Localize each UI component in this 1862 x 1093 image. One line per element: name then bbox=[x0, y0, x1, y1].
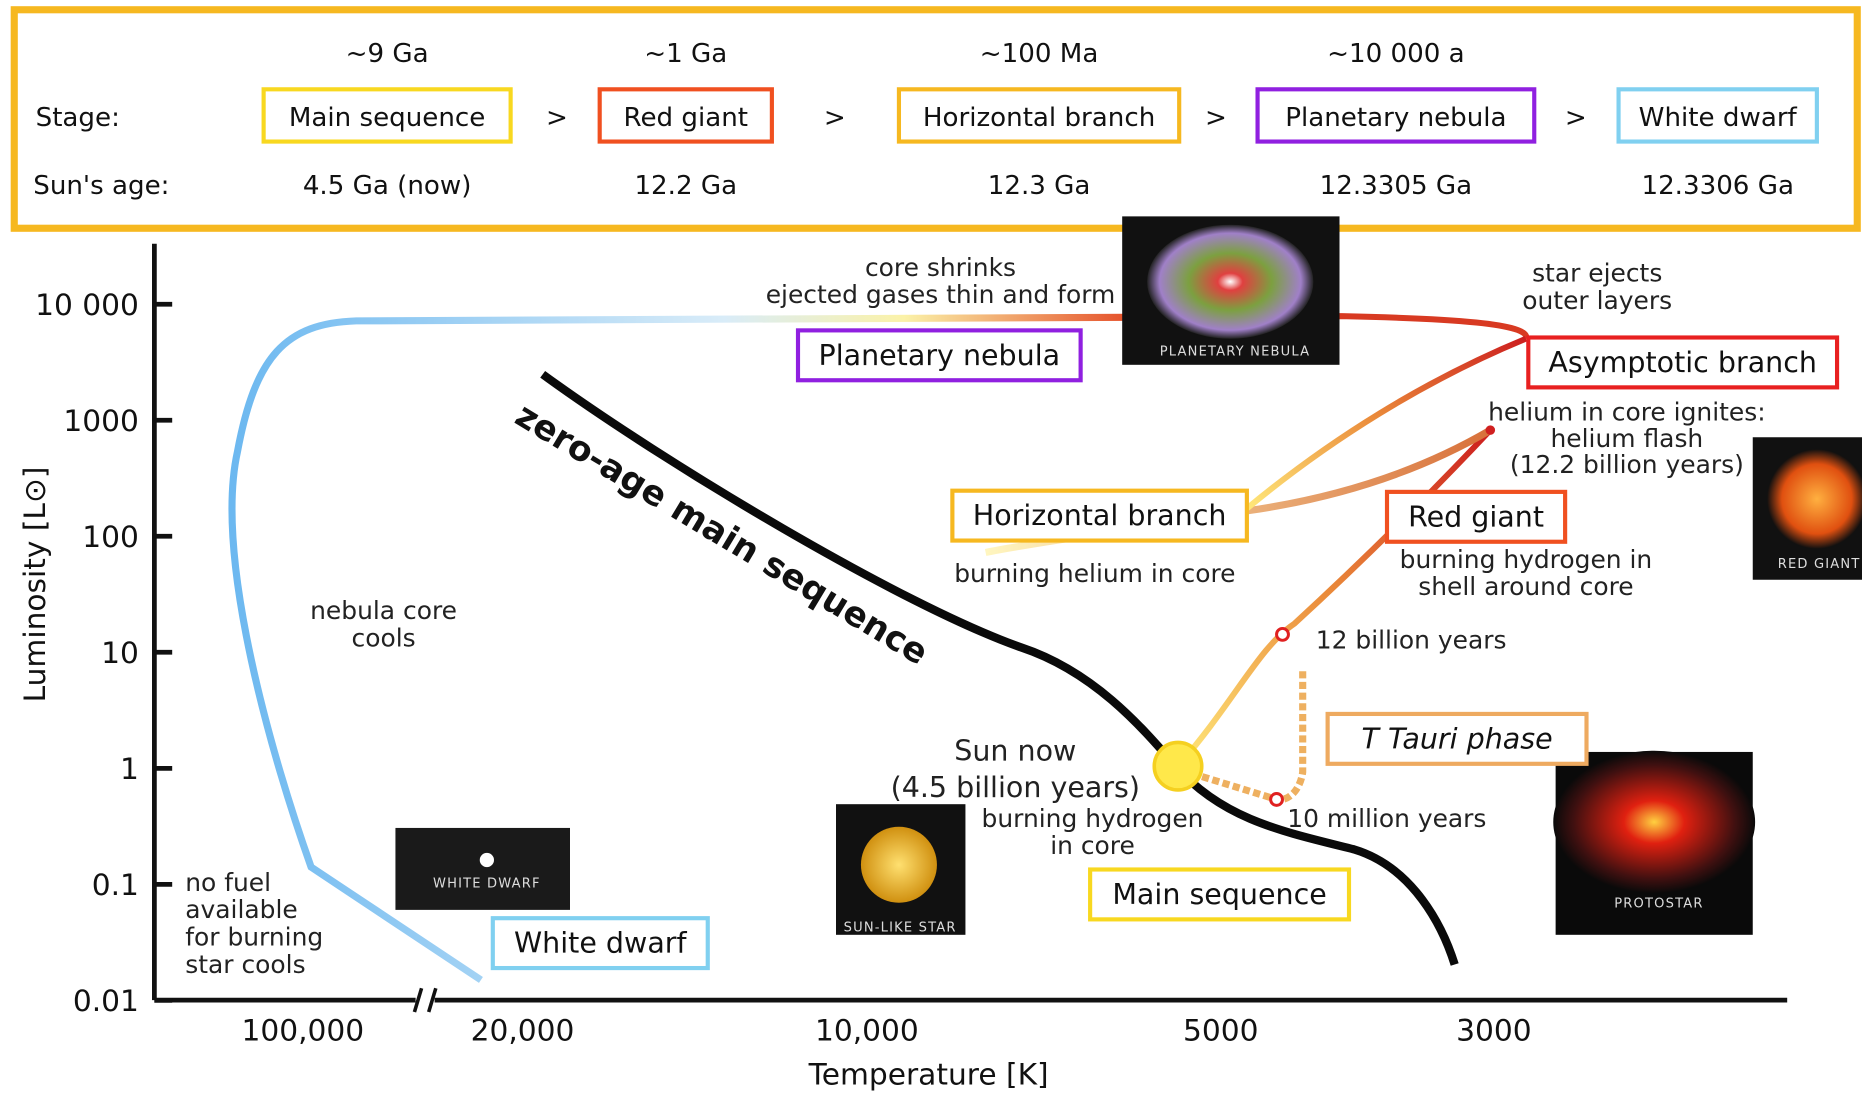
annotation: available bbox=[185, 895, 298, 924]
x-tick-label: 5000 bbox=[1183, 1013, 1259, 1048]
thumbnail-art bbox=[1147, 225, 1313, 339]
x-tick-label: 100,000 bbox=[241, 1013, 364, 1048]
separator: > bbox=[824, 103, 846, 133]
thumbnail-art bbox=[1553, 751, 1755, 894]
annotation: 12 billion years bbox=[1316, 626, 1507, 655]
annotation: helium flash bbox=[1551, 424, 1704, 453]
annotation: nebula core bbox=[310, 596, 457, 625]
stage: Main sequence bbox=[289, 103, 485, 133]
age: 12.2 Ga bbox=[634, 171, 737, 201]
stage: White dwarf bbox=[1639, 103, 1798, 133]
separator: > bbox=[546, 103, 568, 133]
box-label: Planetary nebula bbox=[819, 339, 1061, 372]
box-label: Asymptotic branch bbox=[1548, 346, 1817, 379]
age-label: Sun's age: bbox=[33, 171, 169, 201]
duration: ~10 000 a bbox=[1327, 39, 1465, 69]
thumbnail-art bbox=[861, 827, 937, 903]
annotation: 10 million years bbox=[1287, 804, 1486, 833]
annotation: burning hydrogen in bbox=[1400, 545, 1653, 574]
box-label: T Tauri phase bbox=[1362, 722, 1553, 755]
marker bbox=[1271, 794, 1283, 806]
marker bbox=[1277, 628, 1289, 640]
thumbnail-art bbox=[480, 853, 494, 867]
annotation: for burning bbox=[185, 923, 323, 952]
box-label: Horizontal branch bbox=[973, 499, 1227, 532]
box-label: Main sequence bbox=[1112, 878, 1326, 911]
annotation: core shrinks bbox=[865, 253, 1016, 282]
thumbnail-caption: PROTOSTAR bbox=[1614, 897, 1703, 912]
x-axis-title: Temperature [K] bbox=[808, 1056, 1049, 1091]
marker bbox=[1486, 425, 1496, 435]
x-tick-label: 20,000 bbox=[471, 1013, 575, 1048]
annotation: burning helium in core bbox=[954, 559, 1235, 588]
box-label: Red giant bbox=[1408, 500, 1544, 533]
annotation: star cools bbox=[185, 950, 305, 979]
y-tick-label: 0.1 bbox=[92, 867, 139, 902]
thumbnail-caption: SUN-LIKE STAR bbox=[844, 920, 957, 935]
annotation: Sun now bbox=[954, 734, 1076, 767]
age: 12.3 Ga bbox=[988, 171, 1091, 201]
hr-diagram: Stage: Sun's age: Main sequence 4.5 Ga (now… bbox=[0, 0, 1862, 1093]
thumbnail-caption: PLANETARY NEBULA bbox=[1160, 344, 1311, 359]
stage: Horizontal branch bbox=[923, 103, 1155, 133]
annotation: ejected gases thin and form bbox=[766, 280, 1116, 309]
y-tick-label: 10 000 bbox=[35, 287, 139, 322]
sun bbox=[1154, 742, 1202, 790]
y-tick-label: 0.01 bbox=[73, 983, 139, 1018]
thumbnail-caption: RED GIANT bbox=[1778, 557, 1861, 572]
annotation: outer layers bbox=[1522, 286, 1672, 315]
annotation: no fuel bbox=[185, 868, 271, 897]
duration: ~9 Ga bbox=[346, 39, 429, 69]
age: 12.3306 Ga bbox=[1641, 171, 1794, 201]
y-axis-title: Luminosity [L⊙] bbox=[17, 467, 52, 703]
thumbnail bbox=[395, 828, 570, 910]
duration: ~1 Ga bbox=[644, 39, 727, 69]
y-tick-label: 100 bbox=[82, 519, 139, 554]
annotation: shell around core bbox=[1418, 572, 1633, 601]
age: 12.3305 Ga bbox=[1320, 171, 1473, 201]
zams-label: zero-age main sequence bbox=[508, 395, 934, 673]
duration: ~100 Ma bbox=[980, 39, 1099, 69]
stage: Red giant bbox=[624, 103, 749, 133]
annotation: burning hydrogen bbox=[982, 804, 1204, 833]
annotation: (12.2 billion years) bbox=[1510, 450, 1744, 479]
y-tick-label: 1000 bbox=[63, 403, 139, 438]
annotation: cools bbox=[352, 623, 416, 652]
age: 4.5 Ga (now) bbox=[303, 171, 472, 201]
separator: > bbox=[1205, 103, 1227, 133]
y-tick-label: 10 bbox=[101, 635, 139, 670]
annotation: helium in core ignites: bbox=[1488, 398, 1765, 427]
annotation: in core bbox=[1050, 831, 1135, 860]
separator: > bbox=[1565, 103, 1587, 133]
stage-label: Stage: bbox=[36, 103, 120, 133]
y-tick-label: 1 bbox=[120, 751, 139, 786]
x-tick-label: 10,000 bbox=[815, 1013, 919, 1048]
annotation: star ejects bbox=[1532, 259, 1662, 288]
x-tick-label: 3000 bbox=[1456, 1013, 1532, 1048]
thumbnail-caption: WHITE DWARF bbox=[433, 876, 541, 891]
box-label: White dwarf bbox=[514, 927, 688, 960]
annotation: (4.5 billion years) bbox=[891, 771, 1140, 804]
stage: Planetary nebula bbox=[1285, 103, 1506, 133]
